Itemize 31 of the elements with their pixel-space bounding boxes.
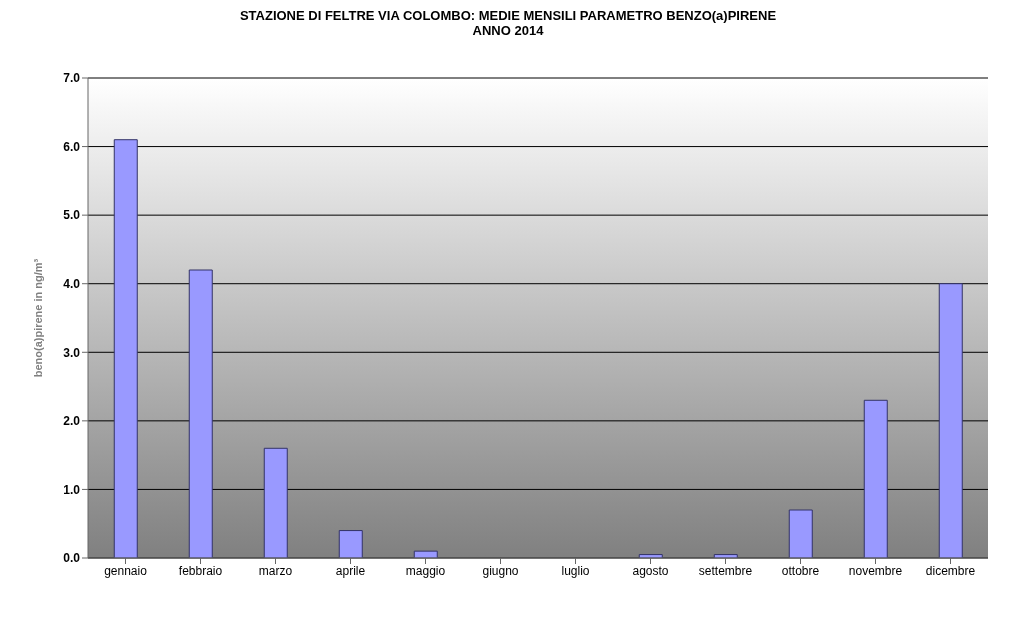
x-tick-label: gennaio <box>104 563 148 578</box>
x-tick-label: novembre <box>848 563 903 578</box>
y-axis-title: beno(a)pirene in ng/m³ <box>31 258 44 378</box>
bar <box>188 269 213 558</box>
y-tick-label: 5.0 <box>63 208 81 223</box>
x-tick-label: aprile <box>335 563 366 578</box>
y-tick-label: 6.0 <box>63 139 81 154</box>
x-tick-label: dicembre <box>925 563 976 578</box>
y-tick-label: 0.0 <box>63 551 81 566</box>
bar <box>863 399 888 558</box>
y-tick-label: 7.0 <box>63 71 81 86</box>
x-tick-label: febbraio <box>178 563 223 578</box>
x-tick-label: maggio <box>405 563 446 578</box>
bar <box>938 283 963 558</box>
x-tick-label: marzo <box>258 563 293 578</box>
y-tick-label: 3.0 <box>63 345 81 360</box>
y-tick-label: 1.0 <box>63 482 81 497</box>
chart-subtitle: ANNO 2014 <box>471 23 545 38</box>
y-tick-label: 2.0 <box>63 414 81 429</box>
x-tick-label: ottobre <box>781 563 820 578</box>
bar <box>113 139 138 558</box>
x-tick-label: settembre <box>698 563 753 578</box>
x-tick-label: luglio <box>561 563 590 578</box>
x-tick-label: agosto <box>632 563 669 578</box>
bar <box>338 530 363 558</box>
chart-title: STAZIONE DI FELTRE VIA COLOMBO: MEDIE MENSILI PARAMETRO BENZO(a)PIRENE <box>238 8 778 23</box>
x-tick-label: giugno <box>482 563 519 578</box>
bar <box>413 550 438 558</box>
bar <box>788 509 813 558</box>
y-tick-label: 4.0 <box>63 276 81 291</box>
bar <box>263 447 288 558</box>
